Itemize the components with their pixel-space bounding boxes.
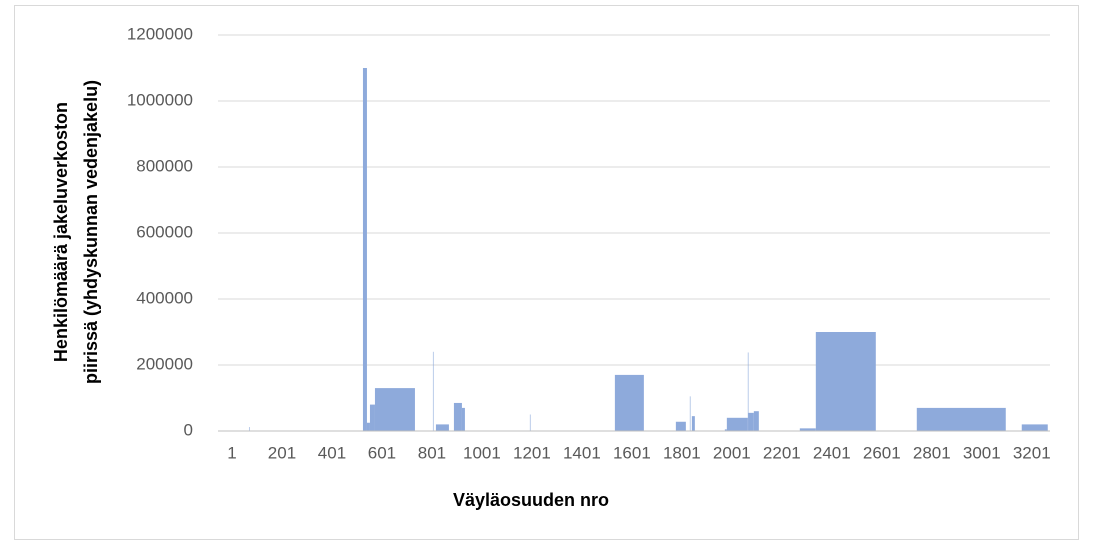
bar xyxy=(366,422,370,431)
bar xyxy=(689,396,691,431)
chart-border xyxy=(14,5,1079,540)
bar xyxy=(374,388,415,431)
bar xyxy=(369,404,375,431)
x-tick-label: 1401 xyxy=(563,443,601,462)
x-tick-label: 2201 xyxy=(763,443,801,462)
x-tick-label: 3201 xyxy=(1013,443,1051,462)
bar xyxy=(675,421,686,431)
y-tick-label: 1200000 xyxy=(127,24,193,43)
bar xyxy=(432,351,434,431)
bar xyxy=(362,68,367,431)
x-tick-label: 2401 xyxy=(813,443,851,462)
y-tick-label: 200000 xyxy=(136,354,193,373)
x-tick-label: 2601 xyxy=(863,443,901,462)
x-tick-label: 1801 xyxy=(663,443,701,462)
x-tick-label: 1001 xyxy=(463,443,501,462)
bar xyxy=(799,428,816,431)
bar xyxy=(753,411,759,431)
x-tick-label: 2001 xyxy=(713,443,751,462)
bar xyxy=(435,424,449,431)
bar xyxy=(724,429,727,431)
x-tick-label: 201 xyxy=(268,443,296,462)
x-tick-label: 401 xyxy=(318,443,346,462)
bar xyxy=(1021,424,1048,431)
x-tick-label: 1201 xyxy=(513,443,551,462)
y-tick-label: 1000000 xyxy=(127,90,193,109)
bar xyxy=(248,427,250,431)
bar xyxy=(691,416,695,431)
y-tick-label: 400000 xyxy=(136,288,193,307)
bar xyxy=(529,414,531,431)
x-axis-title: Väyläosuuden nro xyxy=(453,490,609,510)
bar xyxy=(916,407,1006,431)
y-tick-label: 800000 xyxy=(136,156,193,175)
x-tick-label: 2801 xyxy=(913,443,951,462)
bar xyxy=(461,407,465,431)
y-tick-label: 600000 xyxy=(136,222,193,241)
bar xyxy=(726,417,748,431)
x-tick-label: 801 xyxy=(418,443,446,462)
bar xyxy=(748,412,754,431)
bar xyxy=(614,374,644,431)
bar xyxy=(747,352,749,431)
y-tick-label: 0 xyxy=(184,420,193,439)
x-tick-label: 601 xyxy=(368,443,396,462)
bar xyxy=(453,402,462,431)
y-axis-title: Henkilömäärä jakeluverkoston xyxy=(51,102,71,362)
x-tick-label: 1 xyxy=(227,443,236,462)
bar xyxy=(815,332,876,431)
y-axis-title: piirissä (yhdyskunnan vedenjakelu) xyxy=(81,80,101,384)
x-tick-label: 1601 xyxy=(613,443,651,462)
x-tick-label: 3001 xyxy=(963,443,1001,462)
